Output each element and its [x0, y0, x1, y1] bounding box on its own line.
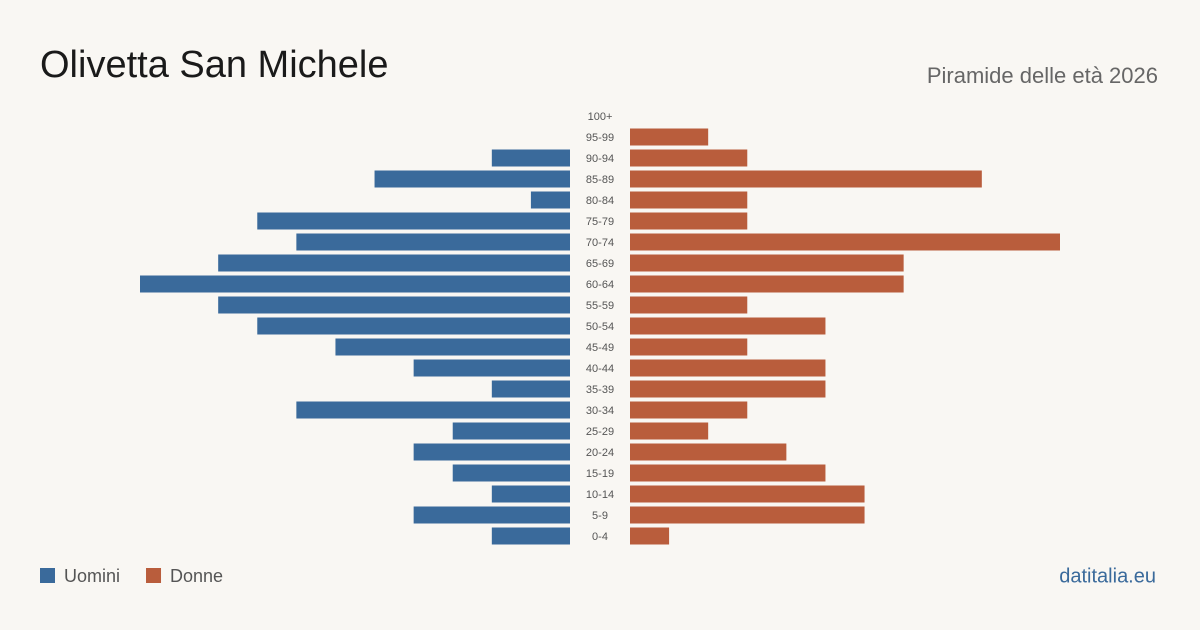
bar: [630, 170, 982, 188]
bar: [630, 443, 787, 461]
age-label: 100+: [588, 111, 613, 123]
bar: [491, 485, 570, 503]
site-link[interactable]: datitalia.eu: [1059, 565, 1156, 587]
age-label: 15-19: [586, 468, 614, 480]
bar: [218, 254, 570, 272]
age-label: 60-64: [586, 279, 614, 291]
bar: [218, 296, 570, 314]
bar: [630, 401, 748, 419]
bar: [630, 422, 709, 440]
bar: [630, 506, 865, 524]
age-label: 70-74: [586, 237, 614, 249]
bar: [491, 527, 570, 545]
age-label: 10-14: [586, 489, 614, 501]
bar: [630, 275, 904, 293]
bar: [630, 338, 748, 356]
bar: [374, 170, 570, 188]
bar: [335, 338, 570, 356]
bar: [630, 317, 826, 335]
bar: [630, 128, 709, 146]
bar: [140, 275, 570, 293]
bar: [530, 191, 570, 209]
age-label: 40-44: [586, 363, 614, 375]
age-label: 90-94: [586, 153, 614, 165]
bar: [257, 317, 570, 335]
age-label: 95-99: [586, 132, 614, 144]
age-label: 75-79: [586, 216, 614, 228]
legend-label: Uomini: [64, 566, 120, 586]
bar: [630, 296, 748, 314]
bar: [413, 443, 570, 461]
bar: [491, 149, 570, 167]
bar: [630, 464, 826, 482]
bar: [630, 359, 826, 377]
bar: [630, 254, 904, 272]
bar: [491, 380, 570, 398]
age-label: 5-9: [592, 510, 608, 522]
legend-swatch: [40, 568, 55, 583]
bar: [630, 212, 748, 230]
bar: [296, 401, 570, 419]
age-label: 0-4: [592, 531, 608, 543]
bar: [630, 380, 826, 398]
bar: [413, 359, 570, 377]
bar: [452, 422, 570, 440]
bar: [630, 191, 748, 209]
age-label: 50-54: [586, 321, 614, 333]
age-label: 20-24: [586, 447, 614, 459]
bar: [413, 506, 570, 524]
chart-subtitle: Piramide delle età 2026: [927, 63, 1158, 88]
age-label: 55-59: [586, 300, 614, 312]
legend-swatch: [146, 568, 162, 583]
bar: [630, 233, 1060, 251]
bar: [452, 464, 570, 482]
age-label: 65-69: [586, 258, 614, 270]
bar: [630, 527, 670, 545]
bar: [630, 149, 748, 167]
bar: [257, 212, 570, 230]
age-label: 25-29: [586, 426, 614, 438]
age-label: 85-89: [586, 174, 614, 186]
age-label: 30-34: [586, 405, 614, 417]
bar: [296, 233, 570, 251]
age-label: 45-49: [586, 342, 614, 354]
age-label: 80-84: [586, 195, 614, 207]
age-label: 35-39: [586, 384, 614, 396]
bar: [630, 485, 865, 503]
chart-title: Olivetta San Michele: [40, 44, 389, 86]
legend-label: Donne: [170, 566, 223, 586]
